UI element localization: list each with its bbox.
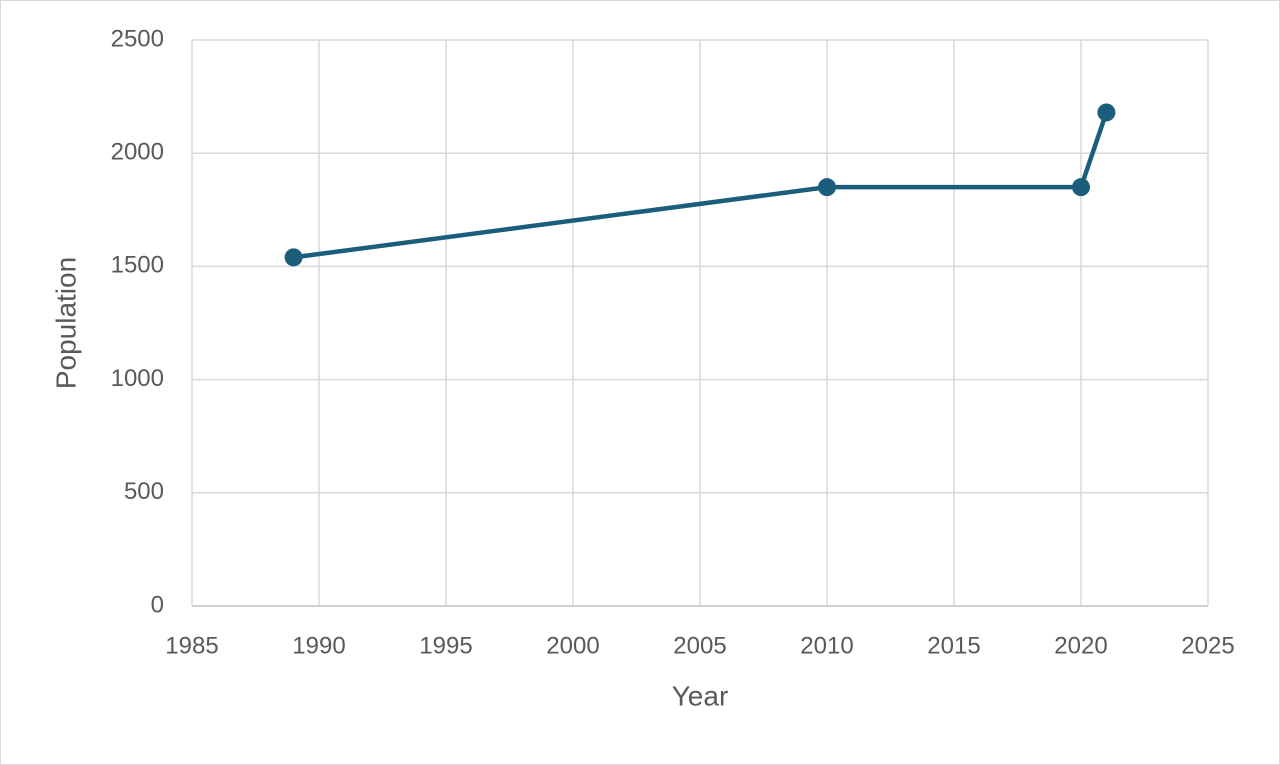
data-point xyxy=(1097,103,1116,122)
x-axis-title: Year xyxy=(672,680,729,711)
x-tick-label: 1985 xyxy=(165,632,218,659)
y-axis-title: Population xyxy=(50,257,81,389)
y-tick-label: 1000 xyxy=(111,365,164,392)
x-tick-label: 2025 xyxy=(1181,632,1234,659)
y-tick-label: 2000 xyxy=(111,139,164,166)
x-tick-label: 2010 xyxy=(800,632,853,659)
x-tick-label: 2005 xyxy=(673,632,726,659)
x-tick-label: 2015 xyxy=(927,632,980,659)
data-line xyxy=(293,111,1109,260)
x-tick-label: 1990 xyxy=(292,632,345,659)
y-tick-label: 500 xyxy=(124,478,164,505)
data-point xyxy=(1072,178,1090,197)
data-point xyxy=(818,178,836,197)
y-tick-label: 1500 xyxy=(111,252,164,279)
data-point xyxy=(284,248,303,267)
x-tick-label: 2000 xyxy=(546,632,599,659)
x-tick-label: 1995 xyxy=(419,632,472,659)
y-tick-label: 0 xyxy=(151,591,164,618)
y-tick-label: 2500 xyxy=(111,25,164,52)
x-tick-label: 2020 xyxy=(1054,632,1107,659)
